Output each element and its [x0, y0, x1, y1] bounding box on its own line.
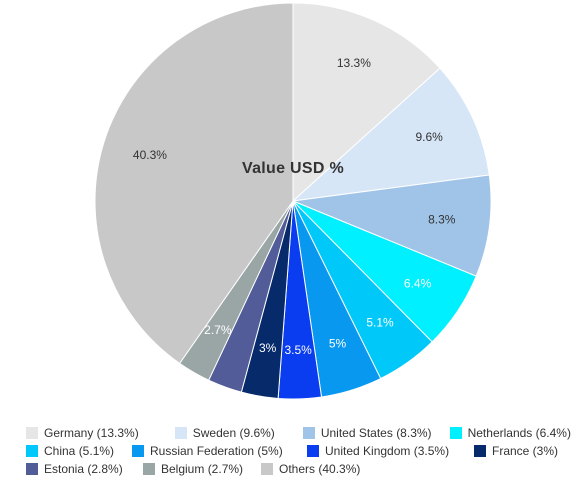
legend-item-united-states[interactable]: United States (8.3%) [302, 424, 450, 442]
chart-title: Value USD % [241, 160, 344, 177]
legend-row-3: Estonia (2.8%) Belgium (2.7%) Others (40… [26, 460, 571, 478]
data-label-russian-federation: 5% [329, 336, 347, 350]
legend-label-united-kingdom: United Kingdom (3.5%) [325, 444, 450, 458]
chart-legend: Germany (13.3%) Sweden (9.6%) United Sta… [26, 424, 571, 478]
data-label-china: 5.1% [366, 315, 394, 329]
legend-swatch-germany [26, 427, 38, 439]
data-label-sweden: 9.6% [415, 130, 443, 144]
legend-label-belgium: Belgium (2.7%) [161, 462, 244, 476]
legend-item-netherlands[interactable]: Netherlands (6.4%) [449, 424, 571, 442]
data-label-united-kingdom: 3.5% [285, 343, 313, 357]
legend-item-china[interactable]: China (5.1%) [26, 442, 132, 460]
legend-label-netherlands: Netherlands (6.4%) [467, 426, 571, 440]
legend-item-belgium[interactable]: Belgium (2.7%) [143, 460, 261, 478]
legend-swatch-sweden [174, 427, 187, 439]
legend-label-china: China (5.1%) [44, 444, 115, 458]
data-label-france: 3% [259, 341, 277, 355]
legend-item-estonia[interactable]: Estonia (2.8%) [26, 460, 143, 478]
legend-swatch-others [261, 463, 273, 475]
legend-item-france[interactable]: France (3%) [474, 442, 558, 460]
pie-slice-others[interactable] [94, 2, 294, 365]
legend-label-united-states: United States (8.3%) [320, 426, 432, 440]
legend-row-2: China (5.1%) Russian Federation (5%) Uni… [26, 442, 571, 460]
legend-item-united-kingdom[interactable]: United Kingdom (3.5%) [307, 442, 474, 460]
pie-slice-sweden[interactable] [291, 67, 490, 202]
legend-swatch-netherlands [449, 427, 462, 439]
legend-label-russian-federation: Russian Federation (5%) [150, 444, 283, 458]
legend-item-sweden[interactable]: Sweden (9.6%) [174, 424, 303, 442]
pie-chart-plot: 13.3% 9.6% 8.3% 6.4% 5.1% 5% 3.5% 3% 2.7% 40.3% [94, 2, 492, 400]
legend-swatch-russian-federation [132, 445, 144, 457]
legend-swatch-belgium [143, 463, 155, 475]
legend-item-others[interactable]: Others (40.3%) [261, 460, 360, 478]
pie-slice-united-states[interactable] [291, 174, 492, 277]
legend-swatch-united-states [302, 427, 315, 439]
legend-label-others: Others (40.3%) [279, 462, 361, 476]
legend-label-france: France (3%) [492, 444, 559, 458]
legend-swatch-estonia [26, 463, 38, 475]
legend-label-estonia: Estonia (2.8%) [44, 462, 123, 476]
legend-swatch-united-kingdom [307, 445, 319, 457]
data-label-others: 40.3% [133, 148, 167, 162]
data-label-germany: 13.3% [337, 56, 371, 70]
data-label-netherlands: 6.4% [404, 277, 432, 291]
data-label-united-states: 8.3% [428, 212, 456, 226]
pie-slice-germany[interactable] [292, 2, 441, 203]
data-label-belgium: 2.7% [204, 323, 232, 337]
legend-swatch-france [474, 445, 486, 457]
legend-label-sweden: Sweden (9.6%) [192, 426, 275, 440]
legend-item-germany[interactable]: Germany (13.3%) [26, 424, 175, 442]
legend-swatch-china [26, 445, 38, 457]
legend-row-1: Germany (13.3%) Sweden (9.6%) United Sta… [26, 424, 571, 442]
legend-item-russian-federation[interactable]: Russian Federation (5%) [132, 442, 307, 460]
legend-label-germany: Germany (13.3%) [44, 426, 139, 440]
